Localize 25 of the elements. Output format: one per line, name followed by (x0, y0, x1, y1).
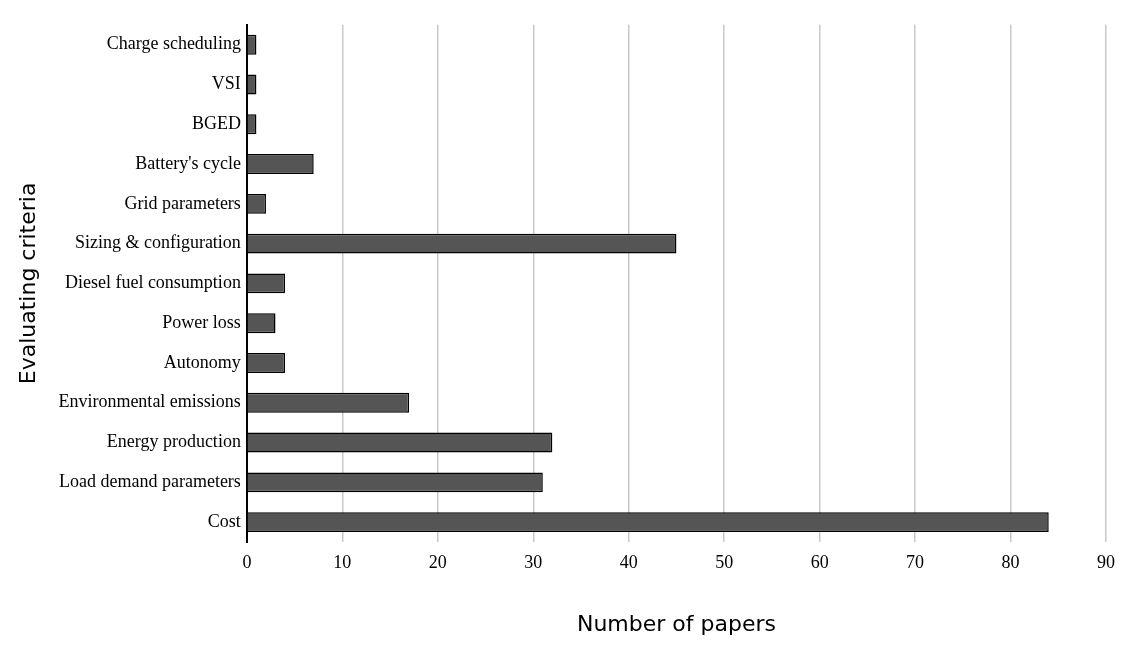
x-tick-label: 10 (333, 551, 352, 572)
y-tick-label: Energy production (106, 431, 241, 452)
y-tick-label: VSI (211, 73, 241, 94)
y-tick-label: Power loss (162, 311, 241, 332)
y-tick-label: Cost (207, 510, 241, 531)
x-tick-label: 40 (619, 551, 638, 572)
x-tick-label: 0 (242, 551, 252, 572)
x-axis-title: Number of papers (576, 610, 776, 636)
y-tick-label: Load demand parameters (58, 471, 241, 492)
y-tick-label: Environmental emissions (58, 391, 241, 412)
x-tick-label: 20 (428, 551, 447, 572)
x-tick-label: 90 (1097, 551, 1115, 572)
y-tick-label: Autonomy (163, 351, 241, 372)
y-tick-label: Grid parameters (124, 192, 241, 213)
y-tick-label: Battery's cycle (135, 152, 241, 173)
y-tick-label: Sizing & configuration (74, 232, 241, 253)
x-tick-label: 30 (524, 551, 543, 572)
x-tick-label: 60 (810, 551, 829, 572)
x-tick-label: 50 (715, 551, 734, 572)
y-tick-label: BGED (191, 113, 241, 133)
x-tick-label: 70 (906, 551, 925, 572)
y-tick-label: Charge scheduling (106, 33, 241, 54)
x-tick-label: 80 (1001, 551, 1020, 572)
y-tick-label: Diesel fuel consumption (64, 272, 241, 293)
y-axis-title: Evaluating criteria (14, 182, 40, 385)
